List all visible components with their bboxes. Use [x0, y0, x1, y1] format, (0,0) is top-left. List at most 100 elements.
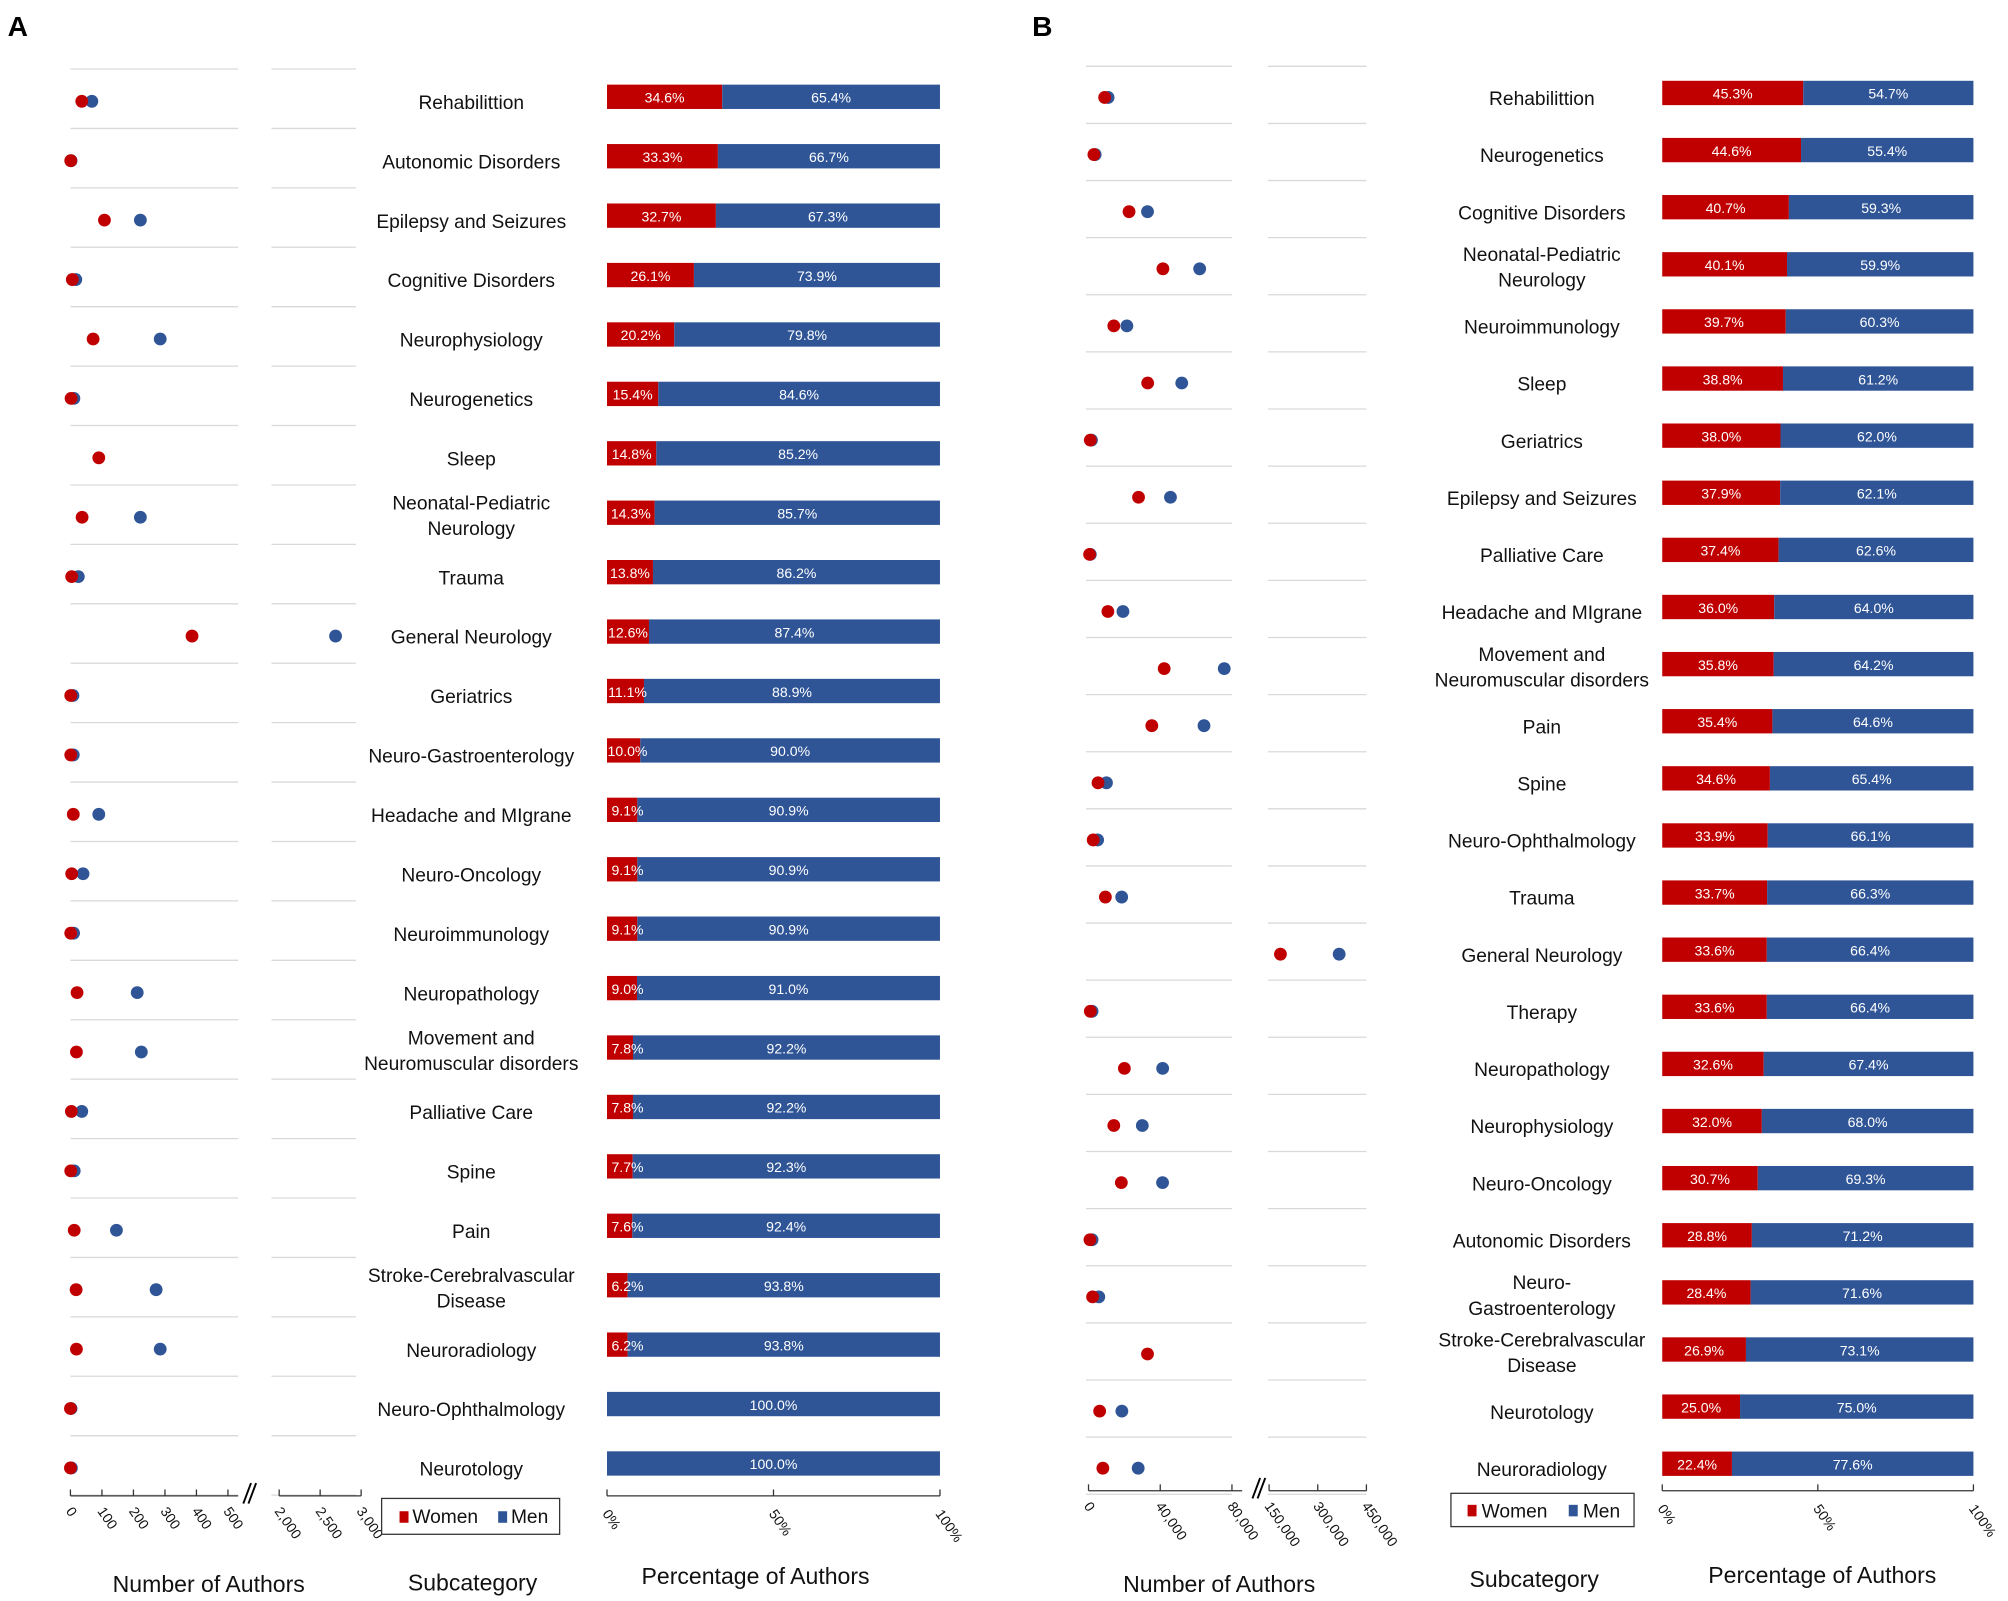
b-women-bar — [1662, 195, 1789, 220]
b-women-dot — [1096, 1461, 1110, 1475]
a-dot-axis-tick-label: 400 — [189, 1504, 216, 1533]
b-men-pct-label: 66.4% — [1850, 942, 1890, 958]
a-men-pct-label: 92.3% — [766, 1159, 806, 1175]
a-men-dot — [149, 1283, 163, 1297]
b-women-bar — [1662, 709, 1773, 734]
a-dot-axis-tick-label: 2,500 — [313, 1504, 346, 1542]
b-women-dot — [1098, 890, 1112, 904]
b-category-label-line: Neurology — [1498, 271, 1586, 292]
b-men-bar — [1772, 709, 1974, 734]
b-category-label-line: Sleep — [1517, 375, 1566, 396]
a-legend-men-swatch — [498, 1511, 508, 1523]
b-category-label-line: Autonomic Disorders — [1453, 1231, 1631, 1252]
b-men-pct-label: 61.2% — [1858, 371, 1898, 387]
panel-a-label: A — [8, 10, 28, 42]
a-legend-women-swatch — [399, 1511, 409, 1523]
b-category-label: Pain — [1523, 717, 1561, 738]
a-women-dot — [75, 94, 89, 108]
b-pct-axis-tick-label: 100% — [1966, 1501, 2000, 1540]
panel-a: Rehabilittion 34.6% 65.4% Autonomic Disorde… — [63, 68, 966, 1545]
b-women-dot — [1156, 262, 1170, 276]
a-women-dot — [92, 451, 106, 465]
a-men-bar — [648, 619, 940, 644]
a-category-label: Neuro-Gastroenterology — [368, 747, 574, 768]
a-men-pct-label: 90.0% — [770, 743, 810, 759]
b-category-label: Headache and MIgrane — [1442, 603, 1643, 624]
b-women-dot — [1091, 776, 1105, 790]
a-category-label: Sleep — [447, 449, 496, 470]
b-women-bar — [1662, 1165, 1758, 1191]
b-category-label-line: Neurogenetics — [1480, 146, 1604, 167]
a-men-pct-label: 100.0% — [750, 1397, 798, 1413]
b-women-dot — [1141, 376, 1155, 390]
b-women-bar — [1662, 137, 1802, 163]
b-men-bar — [1778, 537, 1974, 563]
panel-b-label: B — [1032, 10, 1052, 42]
b-dot-axis-tick-label: 150,000 — [1262, 1499, 1304, 1550]
a-women-bar — [607, 797, 638, 823]
b-women-bar — [1662, 651, 1774, 677]
a-women-pct-label: 33.3% — [642, 149, 682, 165]
a-category-label: Headache and MIgrane — [371, 806, 572, 827]
a-men-pct-label: 100.0% — [750, 1456, 798, 1472]
b-category-label-line: Rehabilittion — [1489, 89, 1595, 110]
a-men-pct-label: 90.9% — [769, 862, 809, 878]
b-men-pct-label: 67.4% — [1849, 1057, 1889, 1073]
a-men-bar — [658, 381, 940, 407]
a-pct-axis-tick-label: 100% — [932, 1506, 966, 1545]
a-men-bar — [632, 1094, 940, 1120]
a-men-pct-label: 90.9% — [769, 921, 809, 937]
a-category-label: Trauma — [439, 568, 505, 589]
a-category-label-line: Neuropathology — [404, 984, 540, 1005]
a-women-dot — [70, 1045, 83, 1059]
b-women-dot — [1083, 547, 1096, 561]
b-women-bar — [1662, 1223, 1752, 1248]
b-legend-box — [1450, 1492, 1635, 1528]
b-men-pct-label: 66.4% — [1850, 1000, 1890, 1016]
b-category-label: Stroke-Cerebralvascular Disease — [1438, 1330, 1645, 1377]
a-women-bar — [607, 500, 655, 525]
b-category-label: Geriatrics — [1501, 432, 1583, 453]
a-dot-axis-tick-label: 2,000 — [272, 1504, 305, 1542]
b-category-label-line: Stroke-Cerebralvascular — [1438, 1330, 1645, 1351]
b-women-bar — [1662, 1051, 1764, 1077]
a-men-bar — [632, 1035, 940, 1060]
a-men-dot — [110, 1223, 123, 1237]
a-men-pct-label: 67.3% — [808, 208, 848, 224]
a-women-pct-label: 10.0% — [608, 743, 648, 759]
a-women-dot — [65, 570, 79, 584]
b-women-pct-label: 33.6% — [1695, 1000, 1735, 1016]
a-women-dot — [185, 629, 199, 643]
a-axis-break-mark — [247, 1482, 258, 1504]
b-men-bar — [1785, 309, 1974, 334]
a-men-bar — [693, 262, 940, 288]
a-men-dot — [133, 213, 147, 227]
a-women-pct-label: 32.7% — [641, 208, 681, 224]
b-men-bar — [1757, 1165, 1974, 1191]
b-pct-axis-tick-label: 50% — [1810, 1501, 1840, 1534]
b-women-pct-label: 37.9% — [1701, 486, 1741, 502]
b-men-pct-label: 73.1% — [1840, 1342, 1880, 1358]
a-women-bar — [607, 738, 641, 763]
a-women-dot — [64, 1105, 78, 1118]
b-men-bar — [1763, 1051, 1974, 1077]
a-men-dot — [153, 1342, 167, 1356]
b-women-pct-label: 45.3% — [1713, 86, 1753, 102]
b-men-bar — [1801, 137, 1974, 163]
a-category-label: Neuropathology — [404, 984, 540, 1005]
a-men-bar — [627, 1273, 940, 1298]
b-category-label-line: Neurotology — [1490, 1403, 1594, 1424]
b-category-label-line: Palliative Care — [1480, 546, 1604, 567]
b-legend-women: Women — [1482, 1502, 1548, 1523]
a-men-dot — [76, 867, 90, 881]
a-women-pct-label: 9.1% — [611, 862, 644, 878]
a-men-pct-label: 93.8% — [764, 1278, 804, 1294]
a-category-label: Stroke-Cerebralvascular Disease — [368, 1266, 575, 1313]
a-women-dot — [65, 273, 79, 286]
b-category-label: Epilepsy and Seizures — [1447, 489, 1637, 510]
a-men-pct-label: 86.2% — [777, 565, 817, 581]
b-men-pct-label: 55.4% — [1867, 143, 1907, 159]
a-women-dot — [64, 391, 78, 405]
b-men-dot — [1116, 605, 1130, 618]
